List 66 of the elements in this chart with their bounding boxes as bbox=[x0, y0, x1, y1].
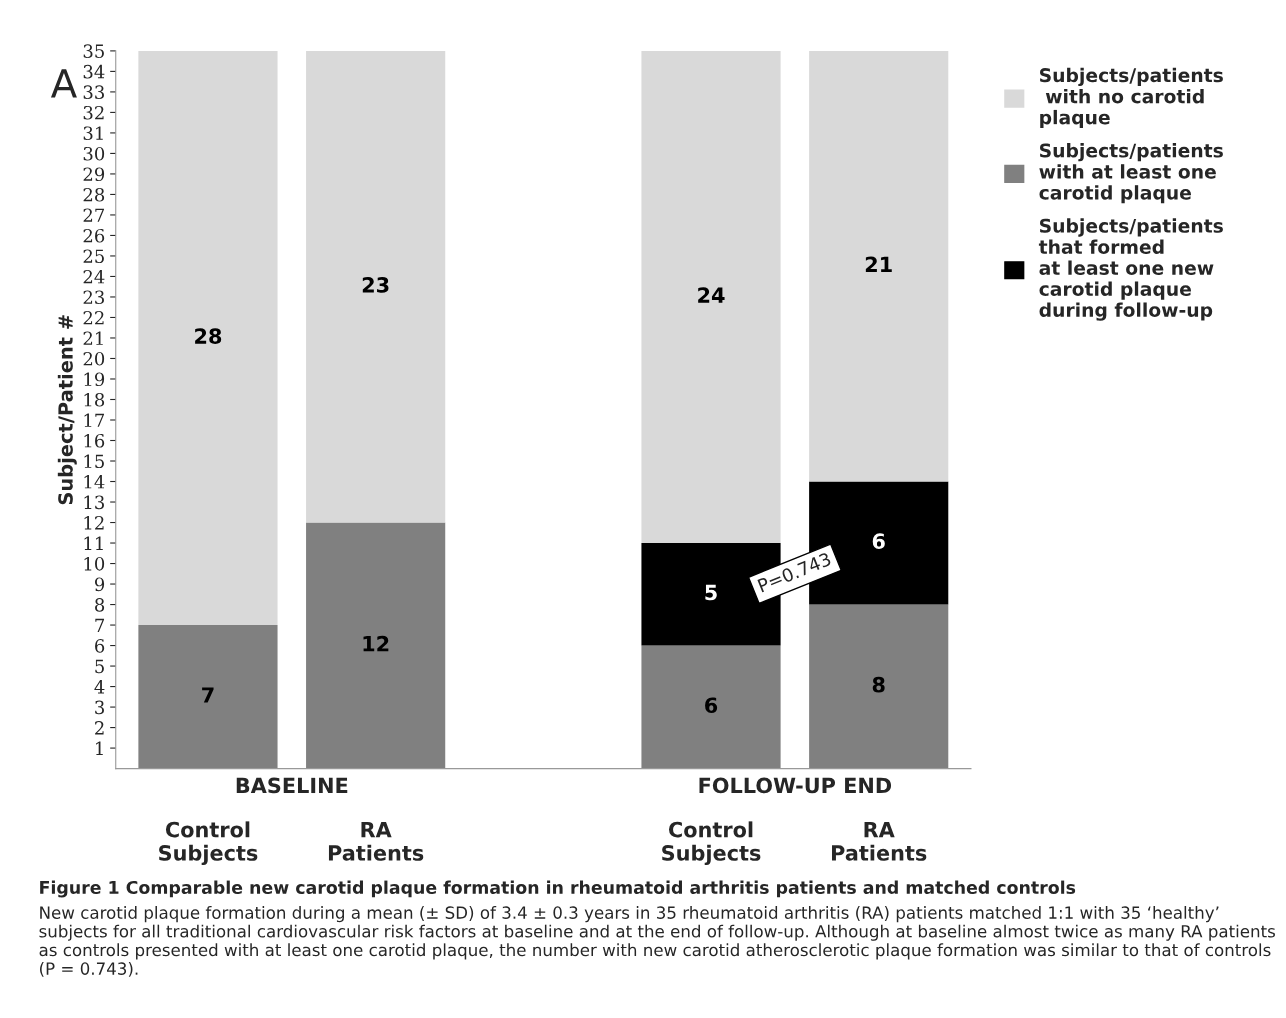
text: New carotid plaque formation during a mean (± SD) of 3.4 ± 0.3 years in 35 rheumatoid arthritis (RA) patients matched 1:1 with 35 ‘healthy’ subjects for all traditional cardiovascular risk factors at baseline and at the end of follow-up. Although at baseline almost twice as many RA patients as controls presented with at least one carotid plaque, the number with new carotid atherosclerotic plaque formation was similar to that of controls (P = 0.743). bbox=[39, 906, 1275, 977]
y-tick-label: 35 bbox=[83, 44, 104, 59]
legend-label: Subjects/patients with no carotid plaque bbox=[1040, 67, 1223, 129]
y-tick-label: 19 bbox=[84, 372, 105, 387]
bar bbox=[138, 625, 278, 769]
y-tick-label: 13 bbox=[84, 495, 104, 510]
bar bbox=[306, 50, 446, 523]
data-label: 21 bbox=[865, 256, 892, 272]
y-tick-label: 9 bbox=[94, 577, 105, 592]
y-tick-label: 29 bbox=[83, 167, 105, 182]
data-label: 6 bbox=[705, 697, 718, 714]
x-tick-label: RA Patients bbox=[328, 822, 424, 861]
bar bbox=[306, 522, 446, 769]
y-tick-label: 8 bbox=[95, 598, 105, 612]
bar bbox=[809, 604, 949, 769]
text: BASELINE bbox=[236, 777, 348, 794]
y-tick-label: 33 bbox=[83, 85, 104, 100]
y-tick-label: 22 bbox=[83, 310, 104, 325]
data-label: 5 bbox=[705, 584, 717, 601]
y-tick-label: 10 bbox=[84, 556, 105, 571]
text: FOLLOW-UP END bbox=[699, 777, 892, 794]
y-tick-label: 18 bbox=[84, 392, 105, 407]
y-tick-label: 4 bbox=[94, 680, 105, 694]
bar bbox=[138, 50, 278, 626]
y-tick-label: 11 bbox=[84, 536, 103, 550]
y-tick-label: 15 bbox=[84, 454, 104, 469]
data-label: 6 bbox=[872, 533, 885, 550]
y-axis-title: Subject/Patient # bbox=[57, 315, 77, 505]
data-label: 28 bbox=[195, 328, 222, 345]
y-tick-label: 28 bbox=[83, 187, 105, 202]
bar bbox=[809, 50, 949, 482]
y-tick-label: 14 bbox=[84, 474, 105, 489]
y-tick-label: 24 bbox=[83, 269, 105, 284]
x-tick-label: Control Subjects bbox=[662, 821, 761, 866]
data-label: 8 bbox=[872, 676, 885, 693]
y-tick-label: 32 bbox=[83, 105, 104, 120]
data-label: 7 bbox=[202, 687, 214, 703]
data-label: 24 bbox=[698, 287, 725, 303]
y-tick-label: 31 bbox=[83, 126, 103, 141]
y-tick-label: 6 bbox=[95, 639, 105, 653]
bar bbox=[641, 50, 781, 544]
y-tick-label: 3 bbox=[95, 700, 104, 715]
y-tick-label: 25 bbox=[83, 249, 104, 264]
text: Figure 1 Comparable new carotid plaque formation in rheumatoid arthritis patients and matched controls bbox=[40, 880, 1076, 898]
y-tick-label: 23 bbox=[83, 290, 104, 305]
y-tick-label: 16 bbox=[84, 433, 105, 448]
y-tick-label: 30 bbox=[83, 146, 105, 161]
y-tick-label: 12 bbox=[84, 515, 104, 530]
x-tick-label: Control Subjects bbox=[159, 821, 258, 866]
y-tick-label: 7 bbox=[95, 618, 105, 632]
y-tick-label: 20 bbox=[83, 351, 105, 366]
legend-label: Subjects/patients that formed at least one new carotid plaque during follow-up bbox=[1038, 218, 1223, 321]
data-label: 23 bbox=[362, 277, 389, 293]
y-tick-label: 21 bbox=[83, 331, 103, 345]
x-tick-label: RA Patients bbox=[832, 822, 927, 861]
y-tick-label: 27 bbox=[83, 208, 105, 222]
y-tick-label: 26 bbox=[83, 228, 105, 243]
data-label: 12 bbox=[363, 635, 389, 652]
y-tick-label: 34 bbox=[83, 64, 105, 79]
y-tick-label: 2 bbox=[95, 721, 104, 735]
bar bbox=[641, 645, 781, 769]
text: A bbox=[50, 69, 77, 98]
y-tick-label: 1 bbox=[96, 741, 103, 755]
y-tick-label: 17 bbox=[84, 413, 105, 427]
y-tick-label: 5 bbox=[95, 659, 104, 674]
legend-label: Subjects/patients with at least one carotid plaque bbox=[1039, 143, 1223, 204]
